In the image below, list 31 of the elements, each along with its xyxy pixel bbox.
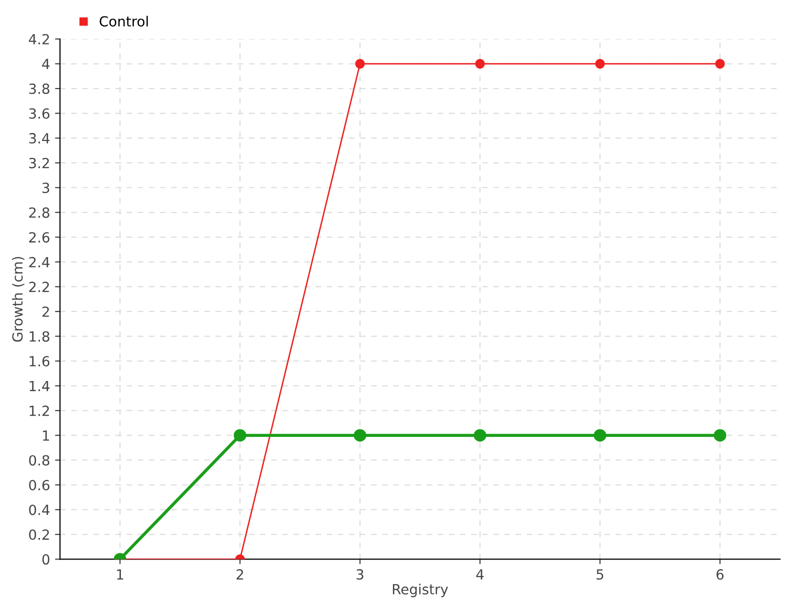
y-tick-label: 3.8: [29, 84, 50, 94]
y-tick-label: 2.6: [29, 232, 50, 243]
x-tick-label: 2: [236, 569, 244, 580]
legend-label: Control: [100, 16, 148, 27]
y-tick-label: 2: [42, 306, 49, 317]
x-tick-label: 3: [356, 569, 364, 580]
y-tick-label: 1: [42, 430, 49, 441]
y-tick-label: 3.4: [29, 133, 50, 144]
y-tick-label: 1.4: [30, 380, 50, 392]
y-tick-label: 0: [42, 554, 50, 565]
y-tick-label: 2.4: [29, 256, 50, 268]
y-tick-label: 1.6: [30, 356, 50, 367]
y-tick-label: 1.2: [30, 406, 49, 416]
y-axis-title: Growth (cm): [12, 256, 24, 342]
y-tick-label: 3: [42, 182, 50, 194]
x-tick-label: 5: [596, 569, 604, 580]
y-tick-label: 0.4: [29, 504, 50, 516]
x-tick-label: 4: [476, 569, 484, 580]
y-tick-label: 3.6: [29, 108, 50, 119]
y-tick-label: 2.2: [29, 282, 49, 292]
x-axis-title: Registry: [392, 584, 448, 598]
x-tick-label: 6: [716, 569, 724, 580]
y-tick-label: 0.8: [29, 455, 50, 466]
y-tick-label: 0.6: [29, 480, 50, 490]
y-tick-label: 1.8: [30, 331, 50, 342]
y-tick-label: 4: [42, 58, 50, 70]
x-tick-label: 1: [117, 569, 124, 580]
y-tick-label: 2.8: [29, 207, 50, 218]
y-tick-label: 0.2: [29, 529, 49, 540]
y-tick-label: 3.2: [29, 158, 49, 168]
y-tick-label: 4.2: [28, 34, 49, 44]
